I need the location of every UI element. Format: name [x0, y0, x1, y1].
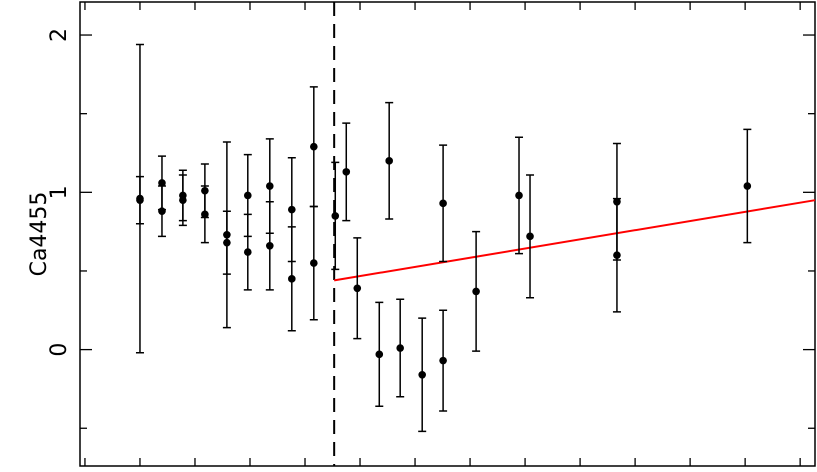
point — [136, 194, 144, 203]
point — [331, 212, 340, 220]
point — [375, 350, 384, 359]
point — [179, 196, 187, 204]
fit-line — [334, 199, 816, 282]
point — [439, 199, 447, 208]
point — [158, 207, 166, 215]
y-tick-label: 2 — [47, 28, 72, 42]
point — [396, 344, 404, 352]
y-tick-label: 0 — [47, 343, 72, 357]
point — [310, 259, 318, 267]
point — [439, 356, 447, 365]
point — [288, 275, 296, 283]
point — [418, 370, 426, 379]
point — [158, 179, 166, 187]
point — [310, 142, 318, 151]
point — [515, 191, 523, 200]
point — [342, 168, 351, 176]
y-axis-label: Ca4455 — [27, 192, 52, 277]
point — [266, 182, 274, 190]
y-tick-label: 1 — [47, 185, 72, 199]
point — [243, 191, 252, 200]
point — [613, 251, 621, 260]
point — [526, 232, 534, 241]
point — [266, 241, 274, 250]
point — [743, 182, 752, 190]
point — [288, 205, 296, 214]
point — [223, 238, 231, 247]
point — [201, 210, 209, 219]
point — [385, 157, 393, 165]
point — [472, 287, 480, 296]
plot-frame — [79, 1, 816, 467]
point — [243, 248, 252, 256]
point — [353, 284, 362, 293]
